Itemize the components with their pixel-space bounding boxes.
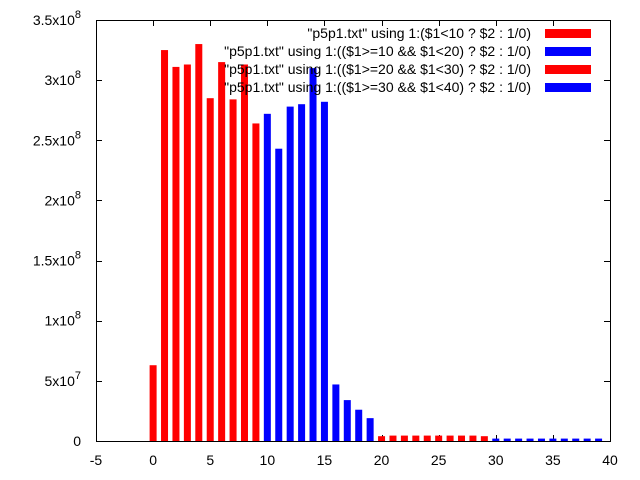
- bar: [252, 123, 260, 442]
- bar: [195, 44, 203, 442]
- legend-swatch: [545, 83, 591, 92]
- bar: [549, 438, 557, 441]
- y-tick-label: 1x108: [45, 310, 81, 329]
- y-tick-exponent: 8: [75, 250, 81, 262]
- y-tick-exponent: 8: [75, 9, 81, 21]
- x-tick-label: 30: [488, 452, 504, 468]
- bar: [172, 66, 180, 441]
- legend-label: "p5p1.txt" using 1:(($1>=10 && $1<20) ? …: [224, 43, 531, 59]
- y-tick-mantissa: 3.5x10: [33, 12, 75, 28]
- legend-label: "p5p1.txt" using 1:(($1>=30 && $1<40) ? …: [224, 79, 531, 95]
- bar: [263, 113, 271, 441]
- bar: [503, 438, 511, 441]
- x-tick-label: 35: [545, 452, 561, 468]
- bars: [149, 44, 603, 442]
- legend-swatch: [545, 65, 591, 74]
- bar: [423, 435, 431, 441]
- bar: [458, 435, 466, 441]
- x-tick-label: 15: [317, 452, 333, 468]
- y-tick-mantissa: 2x10: [45, 192, 76, 208]
- bar: [446, 435, 454, 441]
- bar: [218, 62, 226, 441]
- y-tick-label: 5x107: [45, 370, 81, 389]
- bar: [366, 418, 374, 441]
- y-tick-exponent: 8: [75, 129, 81, 141]
- x-tick-label: 10: [260, 452, 276, 468]
- bar: [275, 148, 283, 441]
- bar: [515, 438, 523, 441]
- bar: [412, 435, 420, 441]
- bar: [595, 438, 603, 441]
- y-tick-exponent: 7: [75, 370, 81, 382]
- bar: [355, 409, 363, 441]
- bar: [492, 438, 500, 441]
- plot-frame: [96, 20, 611, 442]
- y-tick-label: 3.5x108: [33, 9, 81, 28]
- x-tick-label: 0: [149, 452, 157, 468]
- y-tick-label: 2x108: [45, 189, 81, 208]
- y-tick-mantissa: 1x10: [45, 313, 76, 329]
- y-tick-label: 0: [73, 433, 81, 449]
- x-tick-label: 5: [206, 452, 214, 468]
- x-tick-label: 25: [431, 452, 447, 468]
- bar: [206, 98, 214, 441]
- y-tick-mantissa: 5x10: [45, 373, 76, 389]
- legend-swatch: [545, 47, 591, 56]
- bar: [286, 106, 294, 441]
- legend: "p5p1.txt" using 1:($1<10 ? $2 : 1/0) "p5…: [224, 25, 591, 95]
- bar: [149, 365, 157, 441]
- legend-swatch: [545, 29, 591, 38]
- y-tick-mantissa: 1.5x10: [33, 253, 75, 269]
- bar: [400, 435, 408, 441]
- y-tick-exponent: 8: [75, 189, 81, 201]
- y-tick-exponent: 8: [75, 310, 81, 322]
- bar: [560, 438, 568, 441]
- x-tick-label: 20: [374, 452, 390, 468]
- legend-label: "p5p1.txt" using 1:($1<10 ? $2 : 1/0): [307, 25, 531, 41]
- bar: [526, 438, 534, 441]
- bar: [378, 436, 386, 441]
- bar: [161, 50, 169, 441]
- bar: [389, 435, 397, 441]
- bar: [583, 438, 591, 441]
- bar: [537, 438, 545, 441]
- bar: [309, 68, 317, 441]
- y-tick-label: 3x108: [45, 69, 81, 88]
- bar: [229, 99, 237, 441]
- legend-label: "p5p1.txt" using 1:(($1>=20 && $1<30) ? …: [224, 61, 531, 77]
- bar: [480, 436, 488, 441]
- y-tick-mantissa: 3x10: [45, 72, 76, 88]
- bar: [320, 101, 328, 442]
- y-tick-mantissa: 2.5x10: [33, 132, 75, 148]
- bar: [298, 104, 306, 441]
- bar: [572, 438, 580, 441]
- x-tick-label: 40: [602, 452, 618, 468]
- bar: [183, 64, 191, 442]
- y-tick-label: 1.5x108: [33, 250, 81, 269]
- ticks: -5 0 5 10 15 20 25 30 35 4005x1071x1081.5x1082x10…: [33, 9, 618, 468]
- bar: [343, 400, 351, 441]
- x-tick-label: -5: [90, 452, 103, 468]
- y-tick-label: 2.5x108: [33, 129, 81, 148]
- bar: [240, 64, 248, 442]
- bar: [469, 435, 477, 441]
- bar: [435, 435, 443, 441]
- bar: [332, 384, 340, 441]
- y-tick-exponent: 8: [75, 69, 81, 81]
